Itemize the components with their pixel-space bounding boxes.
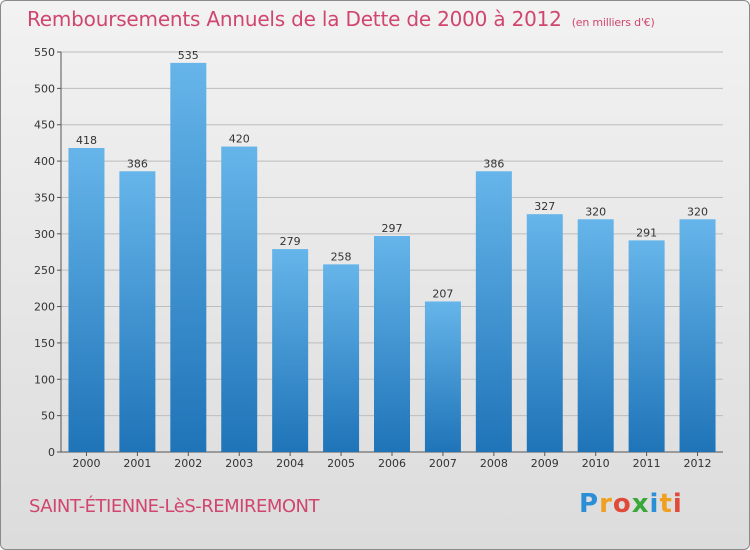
bar <box>272 249 309 452</box>
data-label: 535 <box>178 49 199 62</box>
bar <box>170 62 207 453</box>
y-tick-label: 500 <box>34 82 55 95</box>
data-label: 258 <box>331 250 352 263</box>
x-tick-label: 2003 <box>225 457 253 470</box>
proxiti-logo: Proxiti <box>579 489 683 519</box>
y-tick-label: 550 <box>34 46 55 59</box>
x-tick-label: 2004 <box>276 457 304 470</box>
x-tick-label: 2006 <box>378 457 406 470</box>
x-tick-label: 2008 <box>480 457 508 470</box>
data-label: 386 <box>483 157 504 170</box>
x-tick-label: 2005 <box>327 457 355 470</box>
x-tick-label: 2011 <box>633 457 661 470</box>
data-label: 207 <box>432 287 453 300</box>
data-label: 291 <box>636 226 657 239</box>
x-tick-label: 2010 <box>582 457 610 470</box>
unit-note: (en milliers d'€) <box>571 16 655 29</box>
bar <box>68 148 105 452</box>
logo-letter: x <box>631 489 650 519</box>
bar <box>323 264 360 452</box>
chart-title: Remboursements Annuels de la Dette de 20… <box>27 7 655 31</box>
logo-letter: o <box>612 489 632 519</box>
bar <box>424 301 461 452</box>
y-tick-label: 250 <box>34 264 55 277</box>
y-tick-label: 400 <box>34 155 55 168</box>
bar <box>628 240 665 452</box>
y-tick-label: 200 <box>34 301 55 314</box>
y-tick-label: 450 <box>34 119 55 132</box>
bar <box>526 214 563 452</box>
bar <box>119 171 156 453</box>
data-label: 327 <box>534 200 555 213</box>
data-label: 297 <box>382 222 403 235</box>
labels: 0 50 100 150 200 250 300 350 400 450 500 550 418 2000… <box>34 46 712 470</box>
data-label: 418 <box>76 134 97 147</box>
y-tick-label: 50 <box>41 410 55 423</box>
logo-letter: P <box>579 489 600 519</box>
data-label: 386 <box>127 157 148 170</box>
bar <box>679 219 716 452</box>
y-tick-label: 0 <box>48 446 55 459</box>
bar <box>475 171 512 453</box>
y-tick-label: 300 <box>34 228 55 241</box>
x-tick-label: 2002 <box>174 457 202 470</box>
logo-letter: r <box>599 489 613 519</box>
x-tick-label: 2009 <box>531 457 559 470</box>
logo-letter: t <box>659 489 673 519</box>
x-tick-label: 2001 <box>123 457 151 470</box>
x-tick-label: 2012 <box>684 457 712 470</box>
data-label: 279 <box>280 235 301 248</box>
x-tick-label: 2007 <box>429 457 457 470</box>
data-label: 320 <box>585 205 606 218</box>
data-label: 320 <box>687 205 708 218</box>
x-tick-label: 2000 <box>72 457 100 470</box>
y-tick-label: 150 <box>34 337 55 350</box>
commune-name: SAINT-ÉTIENNE-LèS-REMIREMONT <box>29 496 320 517</box>
bar <box>577 219 614 452</box>
data-label: 420 <box>229 133 250 146</box>
y-tick-label: 350 <box>34 191 55 204</box>
bar <box>374 236 410 452</box>
logo-letter: i <box>649 489 660 519</box>
logo-letter: i <box>672 489 683 519</box>
bar <box>221 146 258 452</box>
y-tick-label: 100 <box>34 373 55 386</box>
bars <box>68 62 716 453</box>
